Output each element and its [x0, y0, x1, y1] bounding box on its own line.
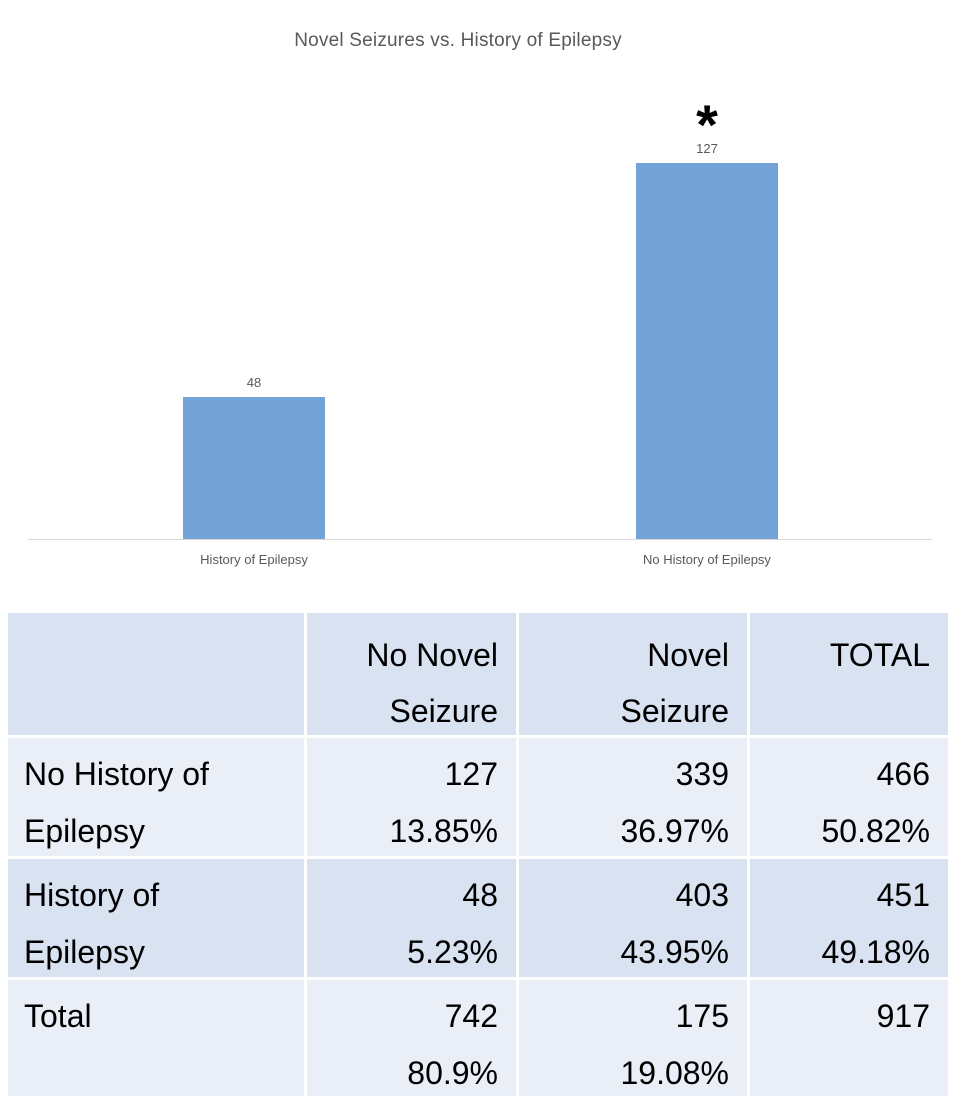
- cell-percent: 36.97%: [620, 813, 729, 849]
- bar-value-label: 127: [696, 141, 718, 156]
- header-total: TOTAL: [750, 613, 948, 735]
- header-line: Seizure: [620, 693, 730, 729]
- row-label-total: Total: [8, 980, 304, 1096]
- cell-count: 48: [462, 877, 498, 913]
- header-novel-seizure: Novel Seizure: [519, 613, 747, 735]
- row-label-no-history-of-epilepsy: No History of Epilepsy: [8, 738, 304, 856]
- cell-percent: 19.08%: [620, 1055, 729, 1091]
- header-line: TOTAL: [829, 637, 930, 673]
- bar-group-no-history-of-epilepsy: * 127: [636, 93, 778, 539]
- cell-count: 127: [444, 756, 498, 792]
- cell-count: 466: [876, 756, 930, 792]
- x-axis-line: [28, 539, 932, 540]
- cell-no-history-total: 466 50.82%: [750, 738, 948, 856]
- cell-count: 917: [876, 998, 930, 1034]
- cell-percent: 49.18%: [821, 934, 930, 970]
- cell-count: 742: [444, 998, 498, 1034]
- cell-count: 403: [675, 877, 729, 913]
- header-blank-cell: [8, 613, 304, 735]
- bar-history-of-epilepsy: [183, 397, 325, 539]
- cell-count: 175: [675, 998, 729, 1034]
- chart-title: Novel Seizures vs. History of Epilepsy: [294, 30, 622, 51]
- header-line: Seizure: [389, 693, 499, 729]
- cell-history-novel: 403 43.95%: [519, 859, 747, 977]
- x-axis-label-history-of-epilepsy: History of Epilepsy: [200, 552, 308, 567]
- contingency-table: No Novel Seizure Novel Seizure TOTAL No …: [8, 613, 948, 1096]
- cell-history-no-novel: 48 5.23%: [307, 859, 516, 977]
- cell-percent: 43.95%: [620, 934, 729, 970]
- bar-no-history-of-epilepsy: [636, 163, 778, 539]
- cell-total-novel: 175 19.08%: [519, 980, 747, 1096]
- cell-percent: 50.82%: [821, 813, 930, 849]
- cell-total-total: 917: [750, 980, 948, 1096]
- cell-percent: 5.23%: [407, 934, 498, 970]
- cell-history-total: 451 49.18%: [750, 859, 948, 977]
- cell-no-history-no-novel: 127 13.85%: [307, 738, 516, 856]
- cell-percent: 80.9%: [407, 1055, 498, 1091]
- bar-group-history-of-epilepsy: 48: [183, 375, 325, 539]
- cell-total-no-novel: 742 80.9%: [307, 980, 516, 1096]
- x-axis-label-no-history-of-epilepsy: No History of Epilepsy: [643, 552, 771, 567]
- header-no-novel-seizure: No Novel Seizure: [307, 613, 516, 735]
- cell-count: 339: [675, 756, 729, 792]
- row-label-history-of-epilepsy: History of Epilepsy: [8, 859, 304, 977]
- header-line: Novel: [647, 637, 729, 673]
- cell-count: 451: [876, 877, 930, 913]
- bar-chart: Novel Seizures vs. History of Epilepsy 4…: [28, 30, 932, 567]
- cell-percent: 13.85%: [389, 813, 498, 849]
- cell-no-history-novel: 339 36.97%: [519, 738, 747, 856]
- header-line: No Novel: [366, 637, 498, 673]
- bar-value-label: 48: [246, 375, 262, 390]
- significance-asterisk: *: [696, 93, 718, 156]
